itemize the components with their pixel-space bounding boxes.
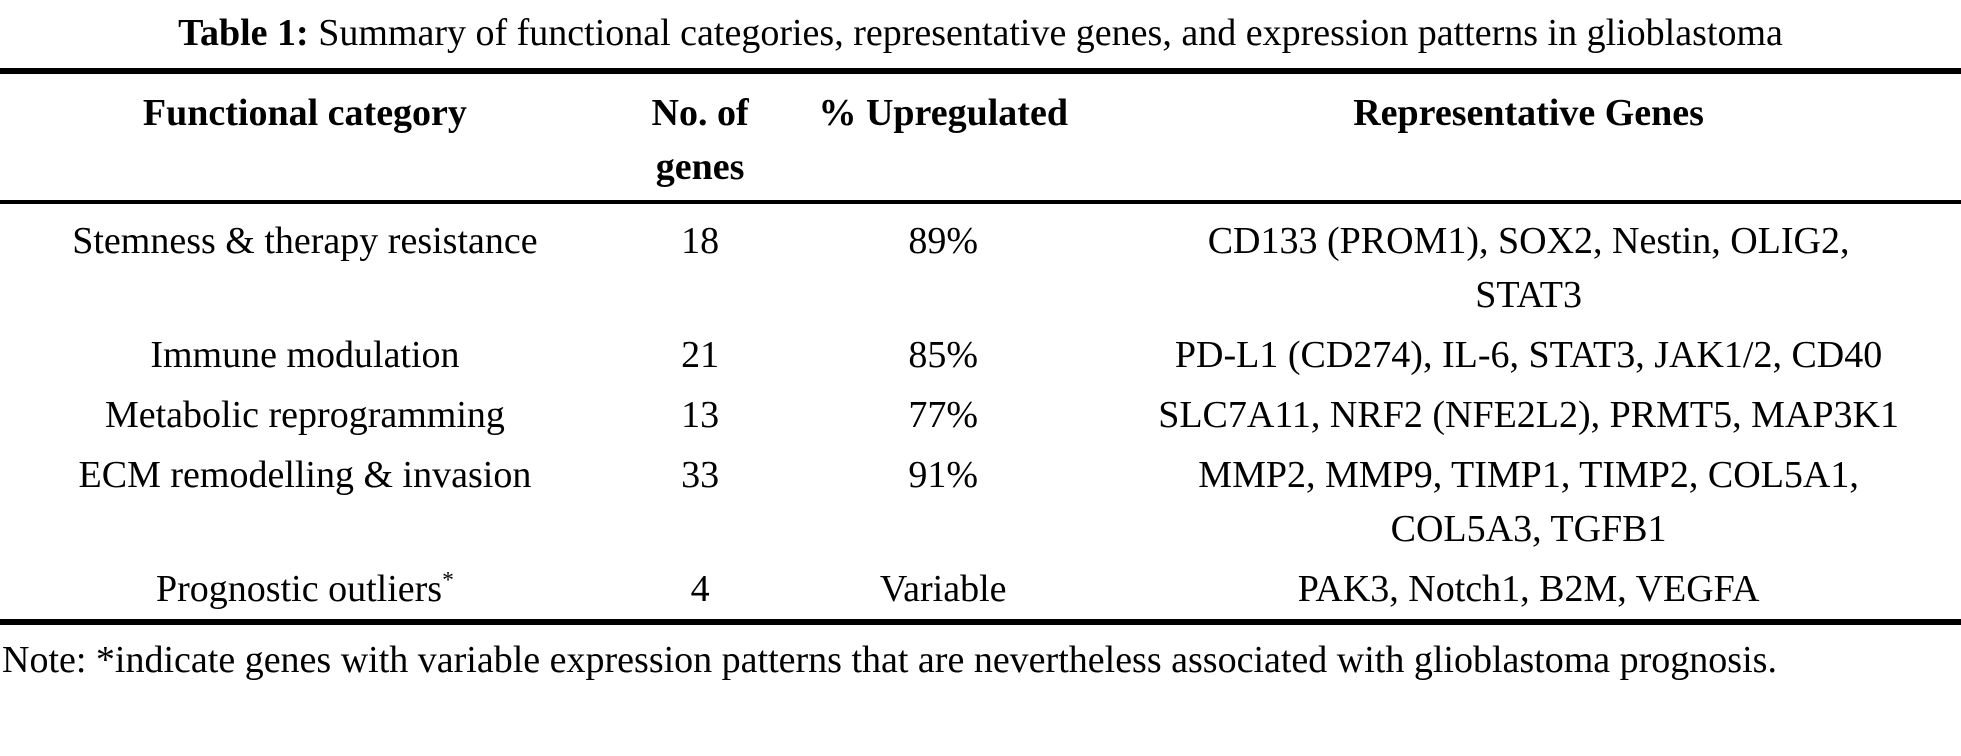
cell-representative-genes: CD133 (PROM1), SOX2, Nestin, OLIG2, STAT… (1207, 220, 1850, 316)
cell-genes-count: 13 (681, 394, 720, 436)
cell-functional-category: Prognostic outliers* (156, 567, 454, 610)
table-caption: Table 1: Summary of functional categorie… (0, 0, 1961, 58)
cell-genes-count: 33 (681, 454, 720, 496)
table-caption-text: Summary of functional categories, repres… (318, 12, 1783, 54)
col-header-no-of-genes: No. of genes (609, 74, 791, 204)
top-rule (0, 68, 1961, 74)
col-header-functional-category: Functional category (0, 74, 610, 204)
cell-pct-upregulated: 85% (908, 334, 979, 376)
bottom-rule (0, 619, 1961, 625)
table-row: Metabolic reprogramming 13 77% SLC7A11, NRF… (0, 385, 1961, 445)
cell-pct-upregulated: 91% (908, 454, 979, 496)
cell-functional-category: Metabolic reprogramming (104, 394, 505, 436)
cell-genes-count: 4 (690, 568, 710, 610)
table-body: Stemness & therapy resistance 18 89% CD133 … (0, 202, 1961, 619)
footnote: Note: *indicate genes with variable expr… (2, 639, 1777, 681)
cell-pct-upregulated: Variable (879, 568, 1007, 610)
table-row: Prognostic outliers* 4 Variable PAK3, Notch… (0, 559, 1961, 619)
table-row: Immune modulation 21 85% PD-L1 (CD274), IL-… (0, 325, 1961, 385)
cell-pct-upregulated: 89% (908, 220, 979, 262)
table-row: ECM remodelling & invasion 33 91% MMP2, MMP… (0, 445, 1961, 559)
cell-representative-genes: PAK3, Notch1, B2M, VEGFA (1297, 568, 1760, 610)
cell-functional-category: Stemness & therapy resistance (72, 220, 538, 262)
cell-functional-category: ECM remodelling & invasion (78, 454, 532, 496)
col-header-pct-upregulated: % Upregulated (790, 74, 1097, 204)
summary-table: Functional category No. of genes % Upreg… (0, 74, 1961, 619)
col-header-representative-genes: Representative Genes (1096, 74, 1961, 204)
table-caption-label: Table 1: (178, 12, 309, 54)
cell-functional-category: Immune modulation (150, 334, 460, 376)
footnote-marker: * (442, 567, 454, 594)
cell-representative-genes: SLC7A11, NRF2 (NFE2L2), PRMT5, MAP3K1 (1158, 394, 1899, 436)
cell-genes-count: 21 (681, 334, 720, 376)
cell-representative-genes: MMP2, MMP9, TIMP1, TIMP2, COL5A1, COL5A3… (1198, 454, 1859, 550)
table-row: Stemness & therapy resistance 18 89% CD133 … (0, 202, 1961, 325)
cell-genes-count: 18 (681, 220, 720, 262)
cell-representative-genes: PD-L1 (CD274), IL-6, STAT3, JAK1/2, CD40 (1174, 334, 1883, 376)
header-row: Functional category No. of genes % Upreg… (0, 74, 1961, 204)
cell-pct-upregulated: 77% (908, 394, 979, 436)
